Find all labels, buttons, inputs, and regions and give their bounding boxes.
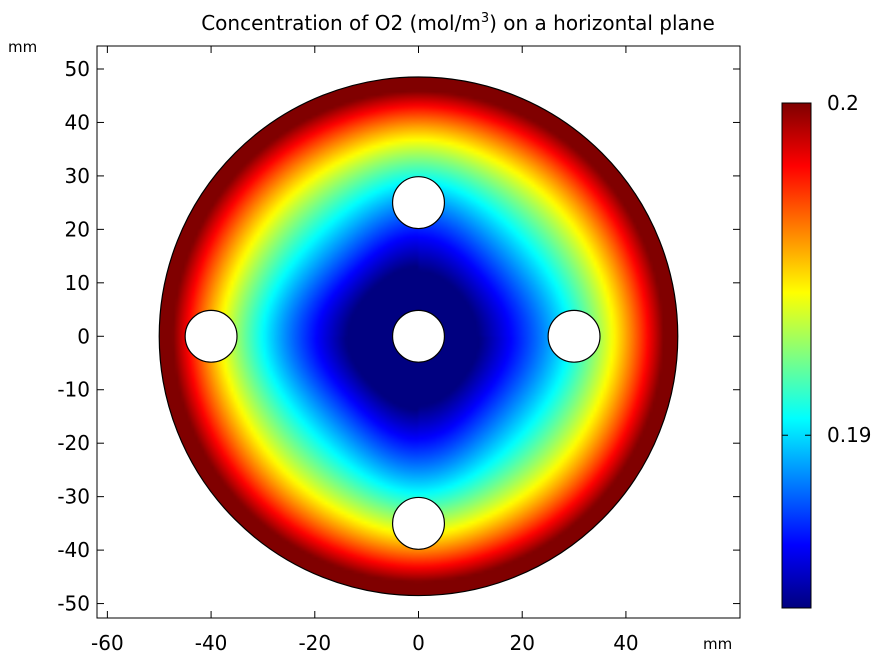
title-superscript: 3 bbox=[481, 11, 489, 26]
x-tick-label: 0 bbox=[412, 631, 425, 655]
y-unit-label: mm bbox=[8, 38, 37, 56]
hole-bottom bbox=[391, 496, 446, 550]
y-tick-label: -40 bbox=[57, 538, 90, 562]
colorbar-tick-label: 0.2 bbox=[827, 91, 859, 115]
x-tick-label: -40 bbox=[195, 631, 228, 655]
y-tick-label: -10 bbox=[57, 378, 90, 402]
hole-center bbox=[391, 309, 446, 363]
y-tick-label: 30 bbox=[65, 164, 90, 188]
y-tick-label: 50 bbox=[65, 57, 90, 81]
y-tick-label: 20 bbox=[65, 217, 90, 241]
colorbar-tick-label: 0.19 bbox=[827, 423, 872, 447]
domain-boundary bbox=[158, 76, 679, 597]
x-tick-label: -20 bbox=[298, 631, 331, 655]
hole-top bbox=[391, 176, 446, 230]
y-tick-label: -20 bbox=[57, 431, 90, 455]
y-tick-label: -30 bbox=[57, 485, 90, 509]
x-unit-label: mm bbox=[703, 635, 732, 653]
hole-right bbox=[547, 309, 601, 363]
chart-title: Concentration of O2 (mol/m3) on a horizo… bbox=[201, 11, 715, 35]
axis-ticks: -60 -40 -20 0 20 40 50 40 30 20 10 0 -10 -20 -30 -40 -50 bbox=[57, 46, 740, 655]
hole-left bbox=[184, 309, 238, 363]
x-tick-label: 40 bbox=[613, 631, 638, 655]
y-tick-label: -50 bbox=[57, 592, 90, 616]
x-tick-label: 20 bbox=[509, 631, 534, 655]
x-tick-label: -60 bbox=[91, 631, 124, 655]
holes-layer bbox=[184, 176, 601, 550]
y-tick-label: 10 bbox=[65, 271, 90, 295]
colorbar bbox=[781, 102, 812, 609]
y-tick-label: 0 bbox=[77, 324, 90, 348]
y-tick-label: 40 bbox=[65, 110, 90, 134]
colorbar-ticks: 0.2 0.19 bbox=[782, 91, 872, 447]
